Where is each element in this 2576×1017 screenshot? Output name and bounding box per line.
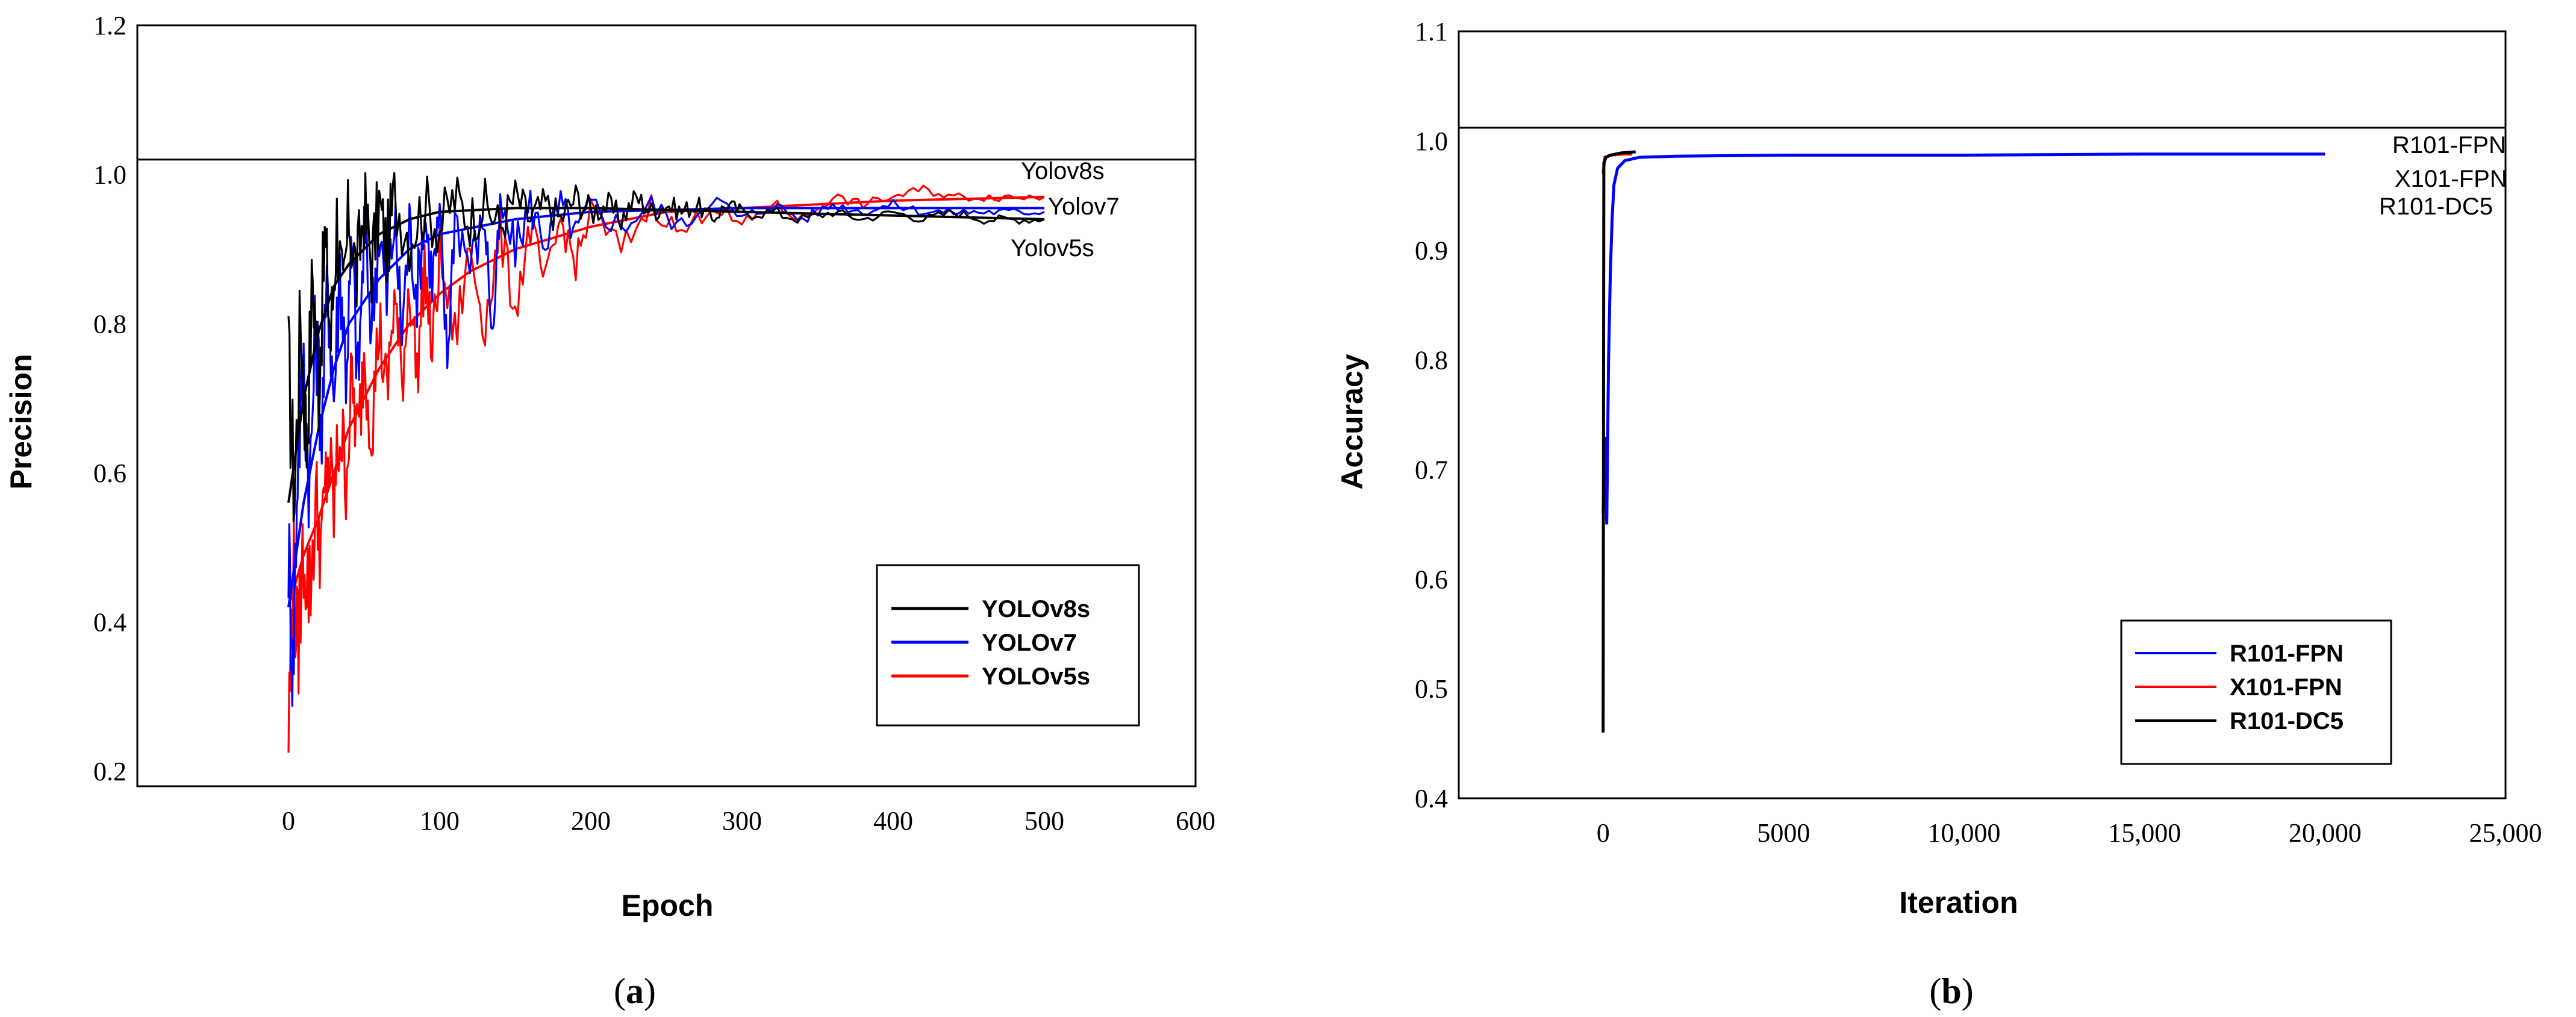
x-tick-label-b-1: 5000 [1757, 818, 1810, 848]
legend-label-r101-dc5: R101-DC5 [2230, 708, 2344, 734]
y-tick-label-a-1: 0.4 [93, 608, 126, 637]
panel-letter-a: a [626, 971, 644, 1011]
end-label-yolov5s: Yolov5s [1011, 235, 1094, 261]
legend-label-yolov8s: YOLOv8s [982, 596, 1090, 622]
x-tick-label-b-2: 10,000 [1928, 818, 2001, 848]
series-line-r101-fpn [1601, 152, 2325, 525]
x-axis-label-a: Epoch [622, 889, 714, 922]
y-tick-label-b-5: 0.9 [1415, 236, 1448, 266]
y-tick-label-b-0: 0.4 [1415, 784, 1448, 813]
series-line-r101-dc5 [1601, 150, 1636, 733]
x-tick-label-b-0: 0 [1597, 818, 1610, 848]
panel-label-b: (b) [1929, 971, 1973, 1011]
panel-letter-b: b [1941, 971, 1961, 1011]
y-tick-label-b-1: 0.5 [1415, 674, 1448, 704]
x-tick-label-a-0: 0 [282, 806, 295, 836]
y-tick-label-b-6: 1.0 [1415, 127, 1448, 156]
end-labels-a: Yolov8s Yolov7 Yolov5s [1011, 158, 1120, 261]
x-ticks-b: 0 5000 10,000 15,000 20,000 25,000 [1597, 818, 2542, 848]
y-axis-label-a: Precision [4, 354, 38, 489]
legend-a: YOLOv8s YOLOv7 YOLOv5s [876, 564, 1140, 727]
y-tick-label-b-4: 0.8 [1415, 346, 1448, 375]
x-tick-label-b-4: 20,000 [2289, 818, 2362, 848]
end-label-x101-fpn: X101-FPN [2395, 166, 2507, 192]
y-axis-label-b: Accuracy [1335, 354, 1369, 489]
end-label-yolov7: Yolov7 [1048, 193, 1120, 220]
y-tick-label-b-3: 0.7 [1415, 455, 1448, 484]
plot-frame-a [136, 24, 1197, 787]
x-tick-label-b-5: 25,000 [2469, 818, 2542, 848]
legend-box-a [876, 564, 1140, 727]
y-tick-label-a-3: 0.8 [93, 309, 126, 339]
plot-frame-b [1458, 30, 2507, 800]
y-tick-label-a-5: 1.2 [93, 11, 126, 40]
x-tick-label-a-3: 300 [722, 806, 762, 836]
y-tick-label-a-4: 1.0 [93, 160, 126, 190]
x-axis-label-b: Iteration [1899, 886, 2018, 919]
legend-label-yolov7: YOLOv7 [982, 630, 1077, 656]
y-tick-label-b-7: 1.1 [1415, 17, 1448, 46]
x-tick-label-a-1: 100 [420, 806, 460, 836]
series-smooth-yolov5s [287, 195, 1045, 608]
chart-a: 0.2 0.4 0.6 0.8 1.0 1.2 0 100 200 300 400 500 600 Y… [4, 11, 1215, 1011]
x-tick-label-a-6: 600 [1176, 806, 1215, 836]
legend-label-r101-fpn: R101-FPN [2230, 640, 2344, 667]
plot-area-a [287, 172, 1045, 753]
y-ticks-a: 0.2 0.4 0.6 0.8 1.0 1.2 [93, 11, 126, 786]
x-tick-label-b-3: 15,000 [2108, 818, 2181, 848]
end-label-r101-fpn: R101-FPN [2392, 132, 2506, 158]
plot-area-b [1601, 150, 2325, 733]
x-tick-label-a-2: 200 [571, 806, 611, 836]
legend-label-yolov5s: YOLOv5s [982, 663, 1090, 690]
legend-box-b [2120, 619, 2392, 765]
x-tick-label-a-5: 500 [1024, 806, 1064, 836]
x-ticks-a: 0 100 200 300 400 500 600 [282, 806, 1215, 836]
legend-label-x101-fpn: X101-FPN [2230, 674, 2342, 701]
panel-label-a: (a) [614, 971, 656, 1011]
y-tick-label-a-2: 0.6 [93, 458, 126, 488]
y-ticks-b: 0.4 0.5 0.6 0.7 0.8 0.9 1.0 1.1 [1415, 17, 1448, 813]
end-label-yolov8s: Yolov8s [1021, 158, 1105, 184]
end-label-r101-dc5: R101-DC5 [2379, 193, 2493, 220]
y-tick-label-a-0: 0.2 [93, 757, 126, 786]
series-smooth-yolov7 [287, 207, 1044, 608]
chart-b: 0.4 0.5 0.6 0.7 0.8 0.9 1.0 1.1 0 5000 10,000 15,0… [1335, 17, 2542, 1011]
legend-b: R101-FPN X101-FPN R101-DC5 [2120, 619, 2392, 765]
x-tick-label-a-4: 400 [873, 806, 913, 836]
y-tick-label-b-2: 0.6 [1415, 565, 1448, 594]
series-smooth-yolov8s [287, 207, 1045, 503]
